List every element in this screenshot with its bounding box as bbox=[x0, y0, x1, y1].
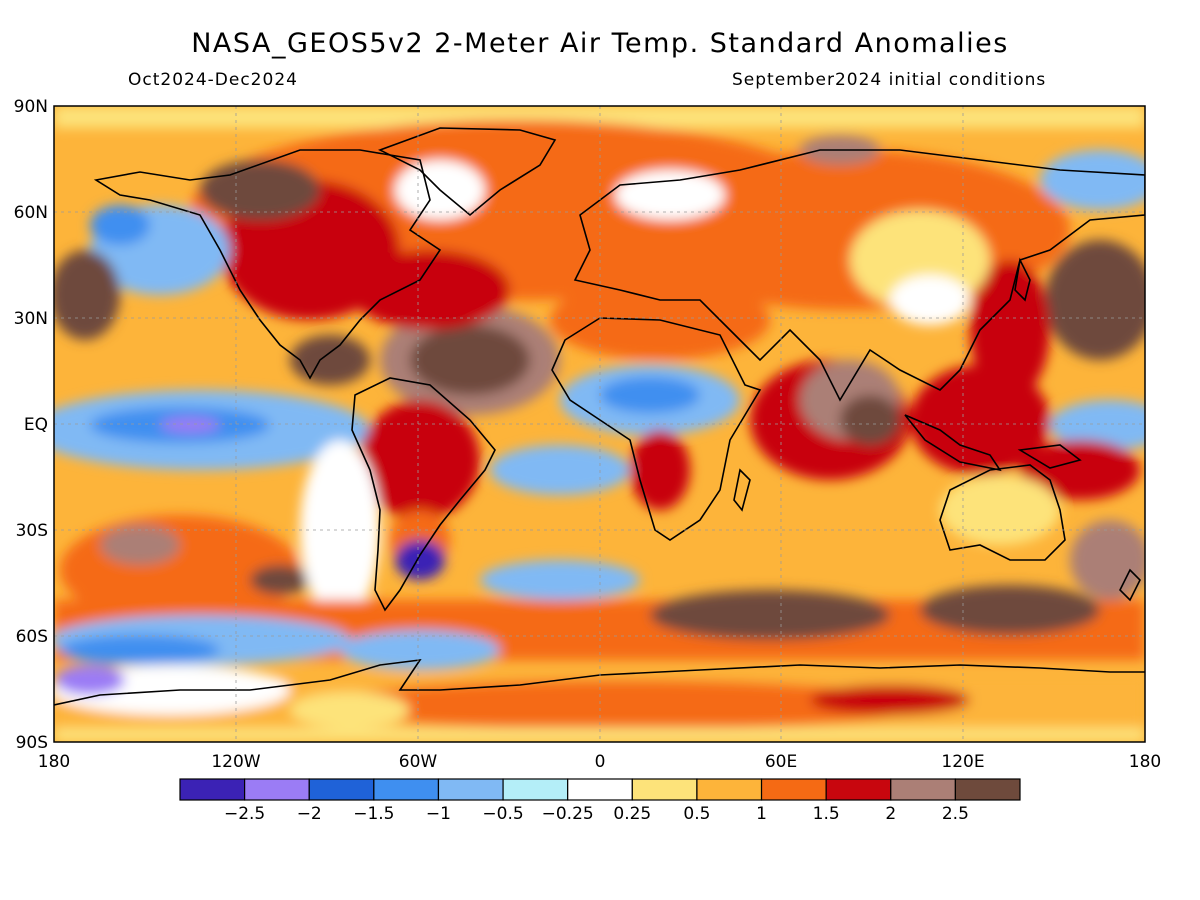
colorbar-tick-label: −0.5 bbox=[482, 804, 523, 824]
map-frame bbox=[53, 105, 1146, 743]
colorbar-swatch bbox=[760, 778, 827, 801]
colorbar: −2.5 −2 −1.5 −1 −0.5 −0.25 0.25 0.5 1 1.5 2 2.5 bbox=[179, 778, 1021, 824]
colorbar-swatch bbox=[502, 778, 569, 801]
lat-label: 30S bbox=[16, 521, 48, 541]
map-title: NASA_GEOS5v2 2-Meter Air Temp. Standard … bbox=[191, 28, 1009, 59]
colorbar-tick-label: 0.5 bbox=[683, 804, 710, 824]
colorbar-tick-label: 1 bbox=[756, 804, 767, 824]
lon-label: 180 bbox=[38, 752, 70, 772]
colorbar-swatch bbox=[567, 778, 633, 801]
colorbar-swatch bbox=[631, 778, 698, 801]
lon-label: 60W bbox=[399, 752, 438, 772]
colorbar-swatch bbox=[954, 778, 1021, 801]
lat-label: 90N bbox=[14, 97, 48, 117]
colorbar-swatch bbox=[890, 778, 956, 801]
anomaly-field bbox=[54, 106, 1145, 742]
colorbar-swatch bbox=[244, 778, 310, 801]
colorbar-swatch bbox=[696, 778, 763, 801]
lon-label: 120E bbox=[941, 752, 984, 772]
colorbar-tick-label: −0.25 bbox=[542, 804, 594, 824]
colorbar-tick-label: −1.5 bbox=[353, 804, 394, 824]
colorbar-tick-label: −2 bbox=[297, 804, 322, 824]
colorbar-swatch bbox=[373, 778, 440, 801]
lat-label: 60S bbox=[16, 627, 48, 647]
initial-conditions: September2024 initial conditions bbox=[732, 70, 1047, 90]
forecast-period: Oct2024-Dec2024 bbox=[128, 70, 298, 90]
colorbar-swatch bbox=[179, 778, 246, 801]
colorbar-swatch bbox=[825, 778, 892, 801]
colorbar-tick-label: 0.25 bbox=[613, 804, 651, 824]
lat-label: 90S bbox=[16, 733, 48, 753]
colorbar-tick-label: −1 bbox=[426, 804, 451, 824]
coastlines bbox=[54, 127, 1145, 706]
colorbar-tick-label: 2 bbox=[885, 804, 896, 824]
lon-label: 0 bbox=[595, 752, 606, 772]
latitude-labels: 90N 60N 30N EQ 30S 60S 90S bbox=[14, 97, 48, 753]
colorbar-tick-label: 1.5 bbox=[813, 804, 840, 824]
colorbar-swatch bbox=[437, 778, 504, 801]
lat-label: EQ bbox=[24, 415, 48, 435]
longitude-labels: 180 120W 60W 0 60E 120E 180 bbox=[38, 752, 1161, 772]
colorbar-tick-label: −2.5 bbox=[224, 804, 265, 824]
lon-label: 60E bbox=[765, 752, 797, 772]
lat-label: 60N bbox=[14, 203, 48, 223]
graticule bbox=[54, 106, 1145, 742]
colorbar-tick-label: 2.5 bbox=[942, 804, 969, 824]
lon-label: 180 bbox=[1129, 752, 1161, 772]
lat-label: 30N bbox=[14, 309, 48, 329]
lon-label: 120W bbox=[211, 752, 260, 772]
colorbar-swatch bbox=[308, 778, 375, 801]
